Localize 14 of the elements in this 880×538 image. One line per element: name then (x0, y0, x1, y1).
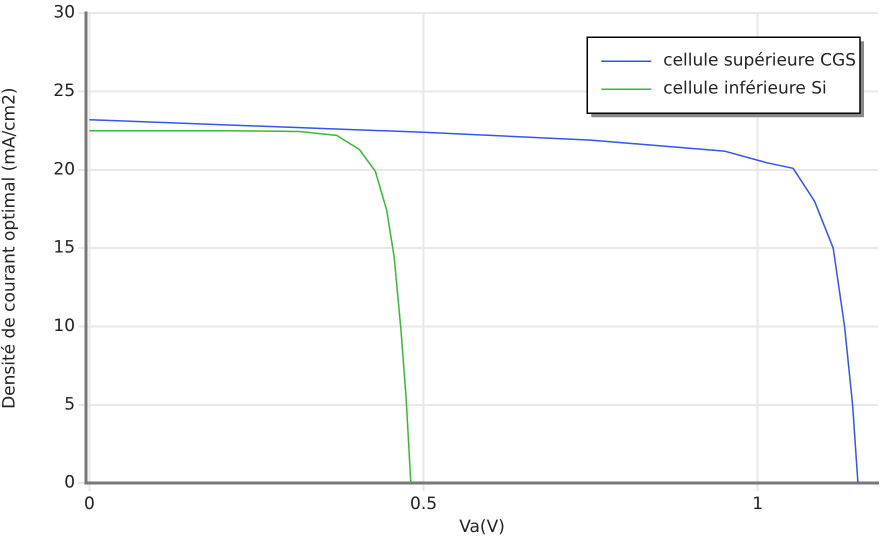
x-tick-label: 0.5 (410, 494, 438, 514)
legend-label: cellule supérieure CGS (663, 50, 856, 71)
x-tick-label: 0 (84, 494, 95, 514)
y-tick-label: 20 (53, 159, 76, 180)
y-tick-label: 10 (53, 316, 76, 336)
y-tick-label: 15 (53, 238, 76, 258)
y-tick-label: 5 (64, 394, 76, 414)
x-axis-title: Va(V) (459, 517, 505, 538)
y-tick-label: 30 (53, 2, 76, 23)
y-tick-label: 0 (64, 472, 76, 493)
x-tick-label: 1 (752, 494, 764, 514)
y-axis-title: Densité de courant optimal (mA/cm2) (0, 87, 20, 409)
legend-label: cellule inférieure Si (663, 78, 827, 99)
y-tick-label: 25 (53, 80, 76, 101)
